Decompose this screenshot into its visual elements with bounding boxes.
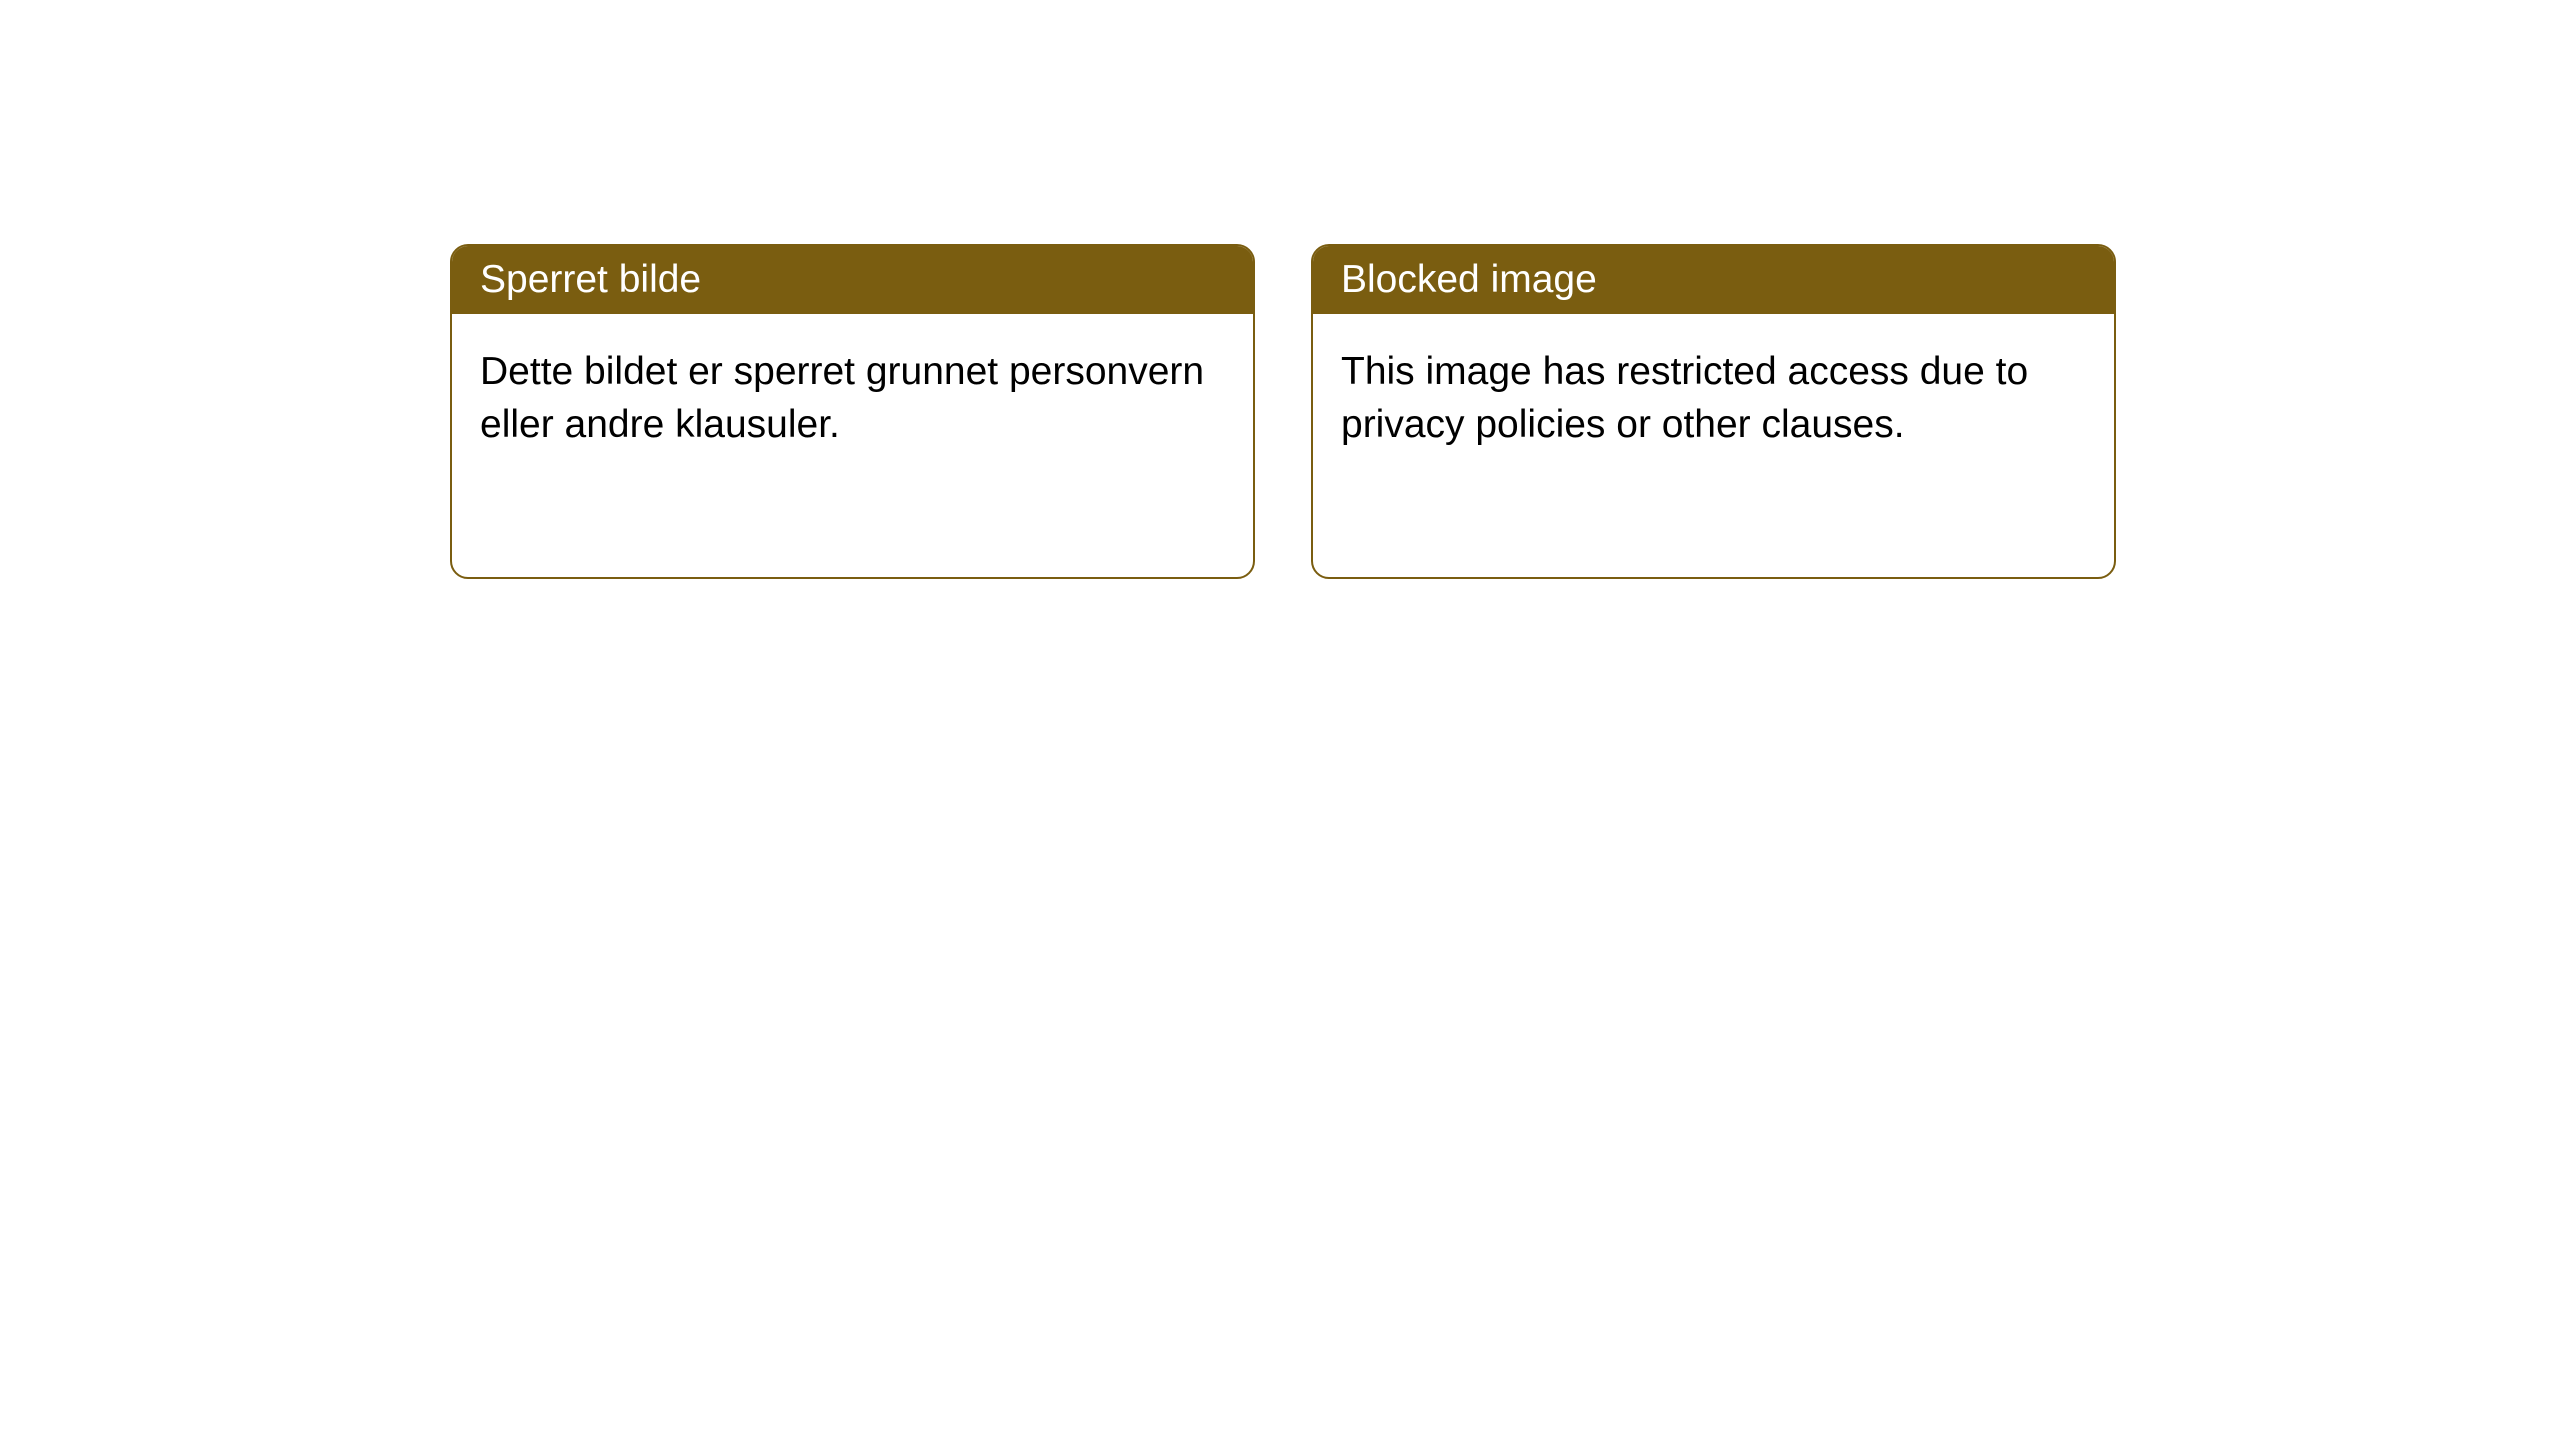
notice-card-english: Blocked image This image has restricted …	[1311, 244, 2116, 579]
notice-card-norwegian: Sperret bilde Dette bildet er sperret gr…	[450, 244, 1255, 579]
notice-title-english: Blocked image	[1313, 246, 2114, 314]
notice-body-english: This image has restricted access due to …	[1313, 314, 2114, 483]
notice-body-norwegian: Dette bildet er sperret grunnet personve…	[452, 314, 1253, 483]
notice-title-norwegian: Sperret bilde	[452, 246, 1253, 314]
notice-container: Sperret bilde Dette bildet er sperret gr…	[0, 0, 2560, 579]
